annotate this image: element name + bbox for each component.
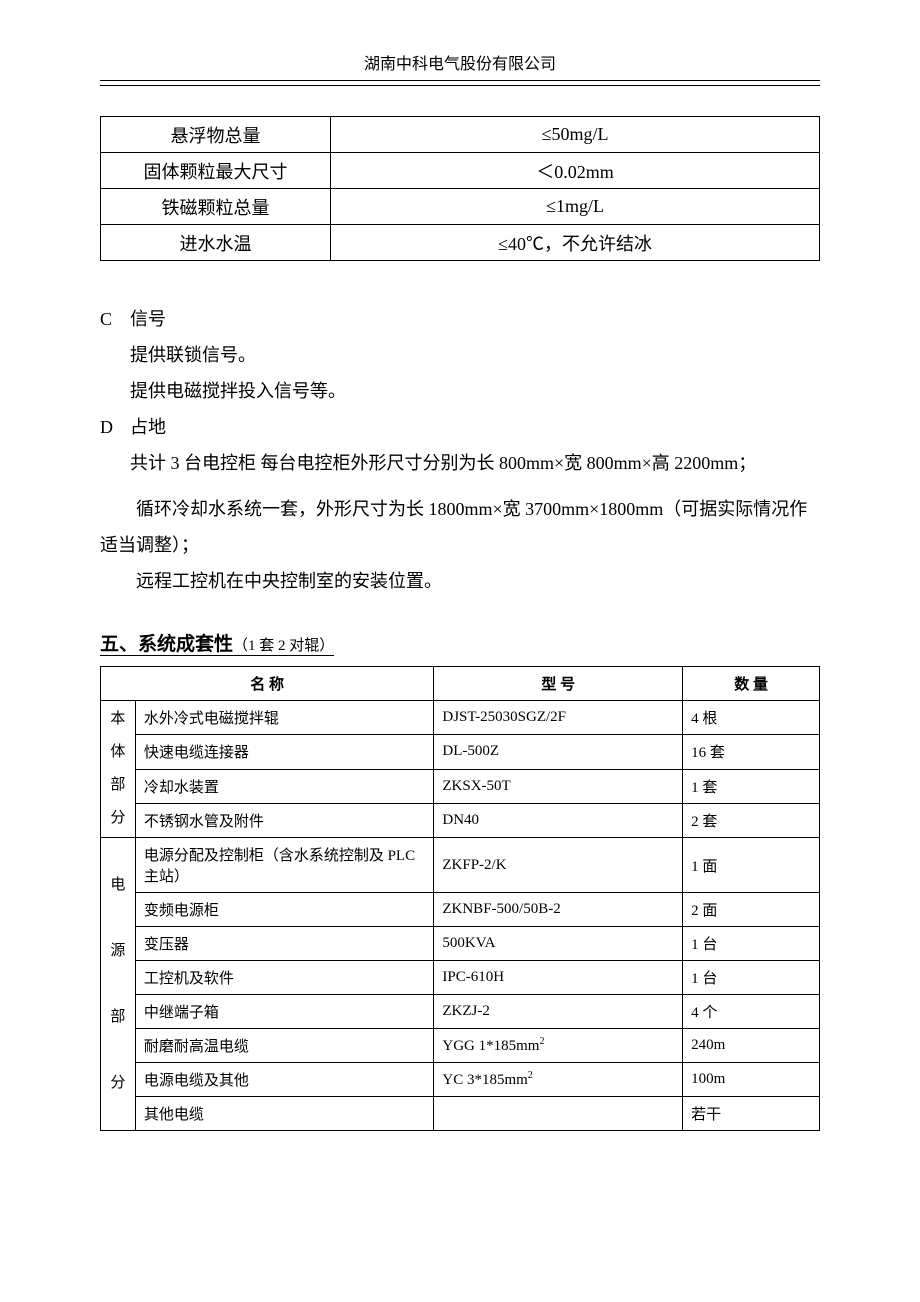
body-line: 循环冷却水系统一套，外形尺寸为长 1800mm×宽 3700mm×1800mm（…	[100, 491, 820, 563]
table-row: 本体部分 水外冷式电磁搅拌辊 DJST-25030SGZ/2F 4 根	[101, 701, 820, 735]
system-components-table: 名 称 型 号 数 量 本体部分 水外冷式电磁搅拌辊 DJST-25030SGZ…	[100, 666, 820, 1131]
item-qty: 1 面	[683, 838, 820, 893]
item-model: 500KVA	[434, 927, 683, 961]
item-qty: 100m	[683, 1063, 820, 1097]
item-name: 耐磨耐高温电缆	[135, 1029, 434, 1063]
company-name: 湖南中科电气股份有限公司	[364, 56, 556, 73]
section-title-text: 占地	[130, 409, 166, 445]
table-row: 工控机及软件 IPC-610H 1 台	[101, 961, 820, 995]
table-row: 快速电缆连接器 DL-500Z 16 套	[101, 735, 820, 769]
section-title-text: 信号	[130, 301, 166, 337]
item-name: 其他电缆	[135, 1097, 434, 1131]
water-params-table: 悬浮物总量 ≤50mg/L 固体颗粒最大尺寸 ＜0.02mm 铁磁颗粒总量 ≤1…	[100, 116, 820, 261]
item-name: 快速电缆连接器	[135, 735, 434, 769]
body-text: C 信号 提供联锁信号。 提供电磁搅拌投入信号等。 D 占地 共计 3 台电控柜…	[100, 301, 820, 599]
item-model: ZKNBF-500/50B-2	[434, 893, 683, 927]
table-row: 其他电缆 若干	[101, 1097, 820, 1131]
table-row: 进水水温 ≤40℃，不允许结冰	[101, 225, 820, 261]
item-name: 工控机及软件	[135, 961, 434, 995]
param-label: 悬浮物总量	[101, 117, 331, 153]
table-row: 变压器 500KVA 1 台	[101, 927, 820, 961]
section5-title: 五、系统成套性（1 套 2 对辊）	[100, 629, 820, 658]
item-qty: 若干	[683, 1097, 820, 1131]
param-value: ≤50mg/L	[331, 117, 820, 153]
item-name: 不锈钢水管及附件	[135, 803, 434, 837]
table-row: 不锈钢水管及附件 DN40 2 套	[101, 803, 820, 837]
param-value: ＜0.02mm	[331, 153, 820, 189]
body-line: 提供电磁搅拌投入信号等。	[100, 373, 820, 409]
item-model: YGG 1*185mm2	[434, 1029, 683, 1063]
section5-subtitle: （1 套 2 对辊）	[233, 638, 334, 654]
item-model: DN40	[434, 803, 683, 837]
section-letter: C	[100, 301, 130, 337]
item-qty: 2 面	[683, 893, 820, 927]
item-name: 变压器	[135, 927, 434, 961]
table-row: 中继端子箱 ZKZJ-2 4 个	[101, 995, 820, 1029]
item-name: 变频电源柜	[135, 893, 434, 927]
table-row: 电源电缆及其他 YC 3*185mm2 100m	[101, 1063, 820, 1097]
item-qty: 16 套	[683, 735, 820, 769]
item-model	[434, 1097, 683, 1131]
item-name: 电源电缆及其他	[135, 1063, 434, 1097]
item-name: 中继端子箱	[135, 995, 434, 1029]
table-row: 电源部分 电源分配及控制柜（含水系统控制及 PLC 主站） ZKFP-2/K 1…	[101, 838, 820, 893]
item-model: DL-500Z	[434, 735, 683, 769]
item-name: 冷却水装置	[135, 769, 434, 803]
table-row: 固体颗粒最大尺寸 ＜0.02mm	[101, 153, 820, 189]
item-model: ZKZJ-2	[434, 995, 683, 1029]
col-header-name: 名 称	[101, 667, 434, 701]
item-model: ZKFP-2/K	[434, 838, 683, 893]
section-c-header: C 信号	[100, 301, 820, 337]
item-model: IPC-610H	[434, 961, 683, 995]
item-qty: 1 台	[683, 961, 820, 995]
item-qty: 1 台	[683, 927, 820, 961]
item-model: DJST-25030SGZ/2F	[434, 701, 683, 735]
item-name: 电源分配及控制柜（含水系统控制及 PLC 主站）	[135, 838, 434, 893]
section-letter: D	[100, 409, 130, 445]
item-qty: 4 个	[683, 995, 820, 1029]
param-label: 铁磁颗粒总量	[101, 189, 331, 225]
table-row: 变频电源柜 ZKNBF-500/50B-2 2 面	[101, 893, 820, 927]
item-qty: 240m	[683, 1029, 820, 1063]
col-header-qty: 数 量	[683, 667, 820, 701]
table-row: 悬浮物总量 ≤50mg/L	[101, 117, 820, 153]
param-value: ≤40℃，不允许结冰	[331, 225, 820, 261]
param-value: ≤1mg/L	[331, 189, 820, 225]
item-qty: 4 根	[683, 701, 820, 735]
group-label: 本体部分	[101, 701, 136, 838]
body-line: 提供联锁信号。	[100, 337, 820, 373]
item-name: 水外冷式电磁搅拌辊	[135, 701, 434, 735]
item-model: YC 3*185mm2	[434, 1063, 683, 1097]
group-label: 电源部分	[101, 838, 136, 1131]
table-row: 铁磁颗粒总量 ≤1mg/L	[101, 189, 820, 225]
body-line: 远程工控机在中央控制室的安装位置。	[100, 563, 820, 599]
param-label: 固体颗粒最大尺寸	[101, 153, 331, 189]
table-row: 耐磨耐高温电缆 YGG 1*185mm2 240m	[101, 1029, 820, 1063]
col-header-model: 型 号	[434, 667, 683, 701]
body-line: 共计 3 台电控柜 每台电控柜外形尺寸分别为长 800mm×宽 800mm×高 …	[100, 445, 820, 481]
item-qty: 2 套	[683, 803, 820, 837]
page-header: 湖南中科电气股份有限公司	[100, 50, 820, 81]
param-label: 进水水温	[101, 225, 331, 261]
item-qty: 1 套	[683, 769, 820, 803]
item-model: ZKSX-50T	[434, 769, 683, 803]
section5-title-text: 五、系统成套性	[100, 634, 233, 655]
table-row: 冷却水装置 ZKSX-50T 1 套	[101, 769, 820, 803]
table-header-row: 名 称 型 号 数 量	[101, 667, 820, 701]
header-divider	[100, 85, 820, 86]
section-d-header: D 占地	[100, 409, 820, 445]
